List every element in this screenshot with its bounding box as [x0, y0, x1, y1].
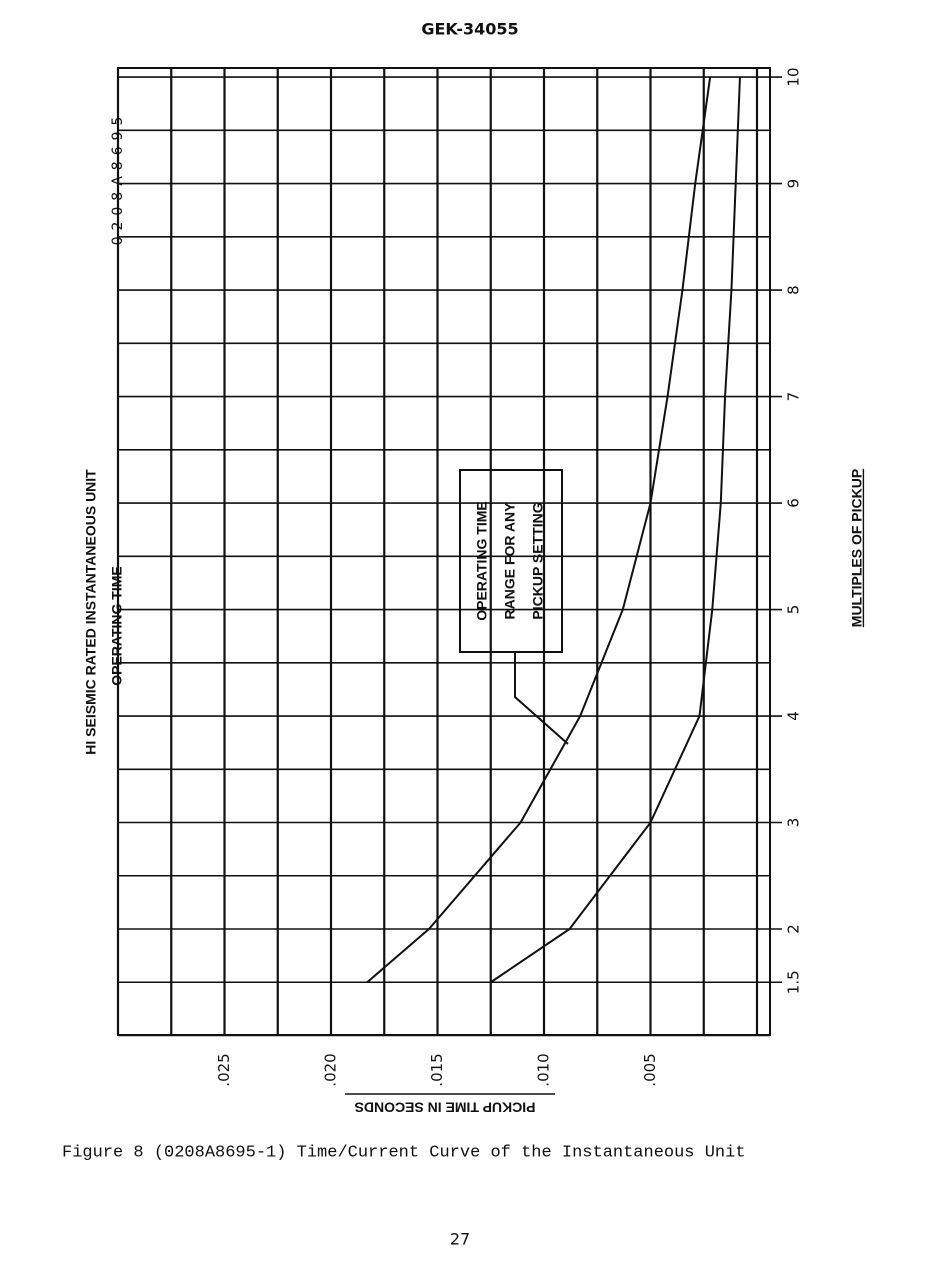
caption: Figure 8 (0208A8695-1) Time/Current Curv… [62, 1143, 746, 1162]
y-tick-label: 9 [785, 179, 803, 189]
annotation: OPERATING TIME [474, 501, 490, 621]
y-tick-label: 10 [785, 68, 803, 87]
x-axis-title: PICKUP TIME IN SECONDS [355, 1099, 536, 1115]
y-tick-label: 4 [785, 711, 803, 721]
annotation: RANGE FOR ANY [502, 502, 518, 620]
plot-frame [117, 67, 771, 1036]
x-tick-label: .025 [215, 1053, 233, 1086]
y-tick-label: 2 [785, 924, 803, 934]
annotation-arrow [514, 652, 569, 745]
chart-title: OPERATING TIME [109, 566, 125, 686]
y-tick-label: 3 [785, 818, 803, 828]
x-tick-label: .010 [535, 1053, 553, 1086]
y-tick-label: 6 [785, 498, 803, 508]
curve [366, 76, 712, 984]
y-tick-label: 5 [785, 605, 803, 615]
x-tick-label: .005 [641, 1053, 659, 1086]
page-number: 27 [450, 1230, 470, 1249]
x-tick-label: .020 [322, 1053, 340, 1086]
y-tick-label: 1.5 [785, 970, 803, 994]
annotation: PICKUP SETTING [530, 502, 546, 619]
x-tick-label: .015 [428, 1053, 446, 1086]
y-tick-label: 7 [785, 392, 803, 402]
y-tick-label: 8 [785, 285, 803, 295]
chart-title: HI SEISMIC RATED INSTANTANEOUS UNIT [83, 469, 99, 755]
curve [490, 77, 741, 984]
y-axis-title: MULTIPLES OF PICKUP [849, 469, 865, 627]
header: GEK-34055 [421, 20, 518, 39]
